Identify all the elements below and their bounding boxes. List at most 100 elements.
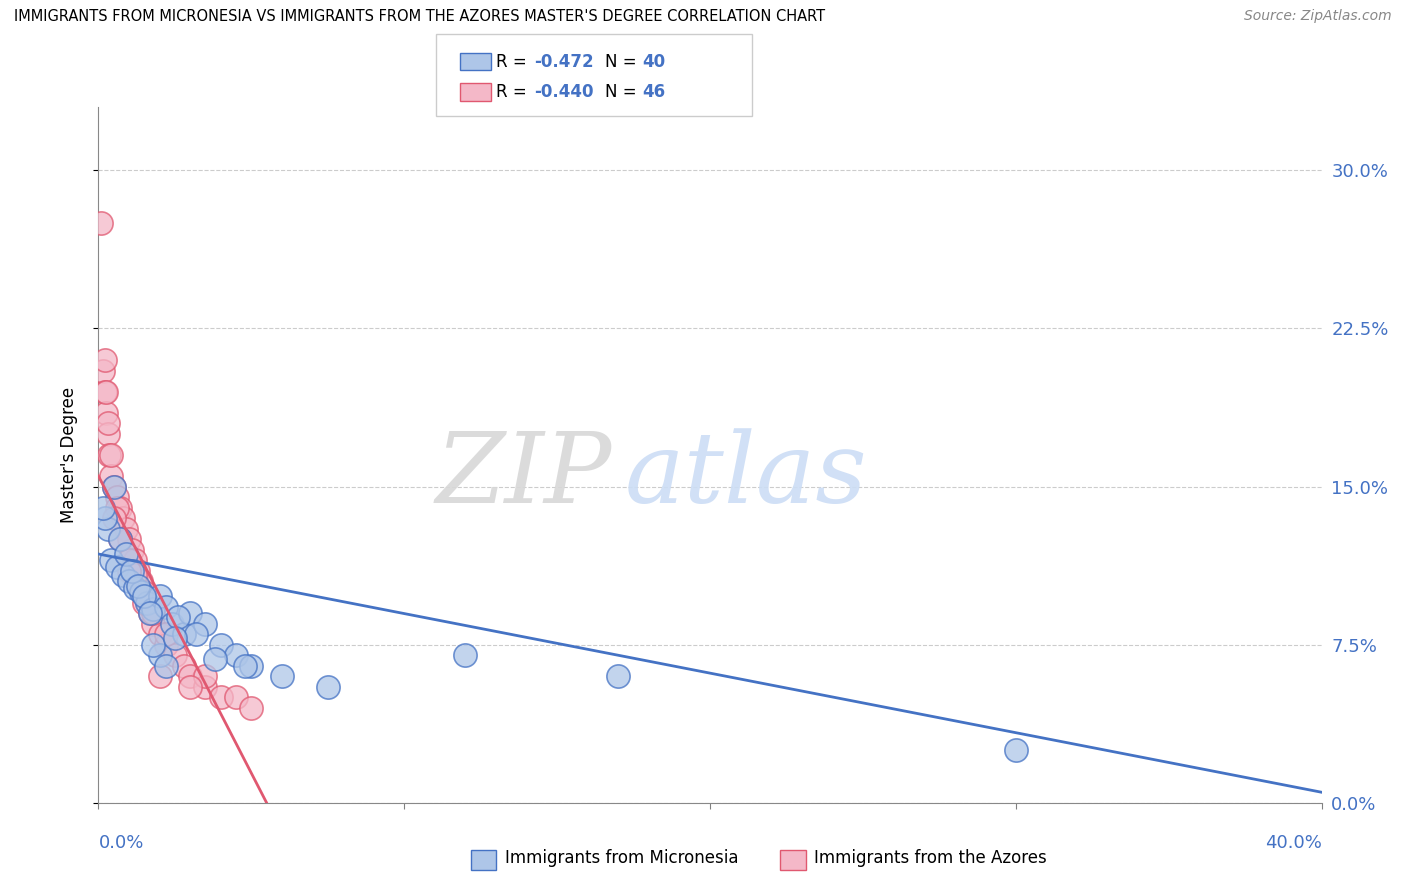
Point <box>111 568 134 582</box>
Text: IMMIGRANTS FROM MICRONESIA VS IMMIGRANTS FROM THE AZORES MASTER'S DEGREE CORRELA: IMMIGRANTS FROM MICRONESIA VS IMMIGRANTS… <box>14 9 825 24</box>
Point <box>136 595 159 609</box>
Point <box>155 627 177 641</box>
Point <box>167 610 190 624</box>
Point <box>155 599 177 614</box>
Point <box>173 658 195 673</box>
Point <box>149 669 172 683</box>
Point <box>204 652 226 666</box>
Text: atlas: atlas <box>624 428 868 524</box>
Point <box>103 479 125 493</box>
Point <box>225 690 247 705</box>
Point <box>209 638 232 652</box>
Text: -0.472: -0.472 <box>534 53 593 70</box>
Point <box>149 589 172 603</box>
Point <box>194 680 217 694</box>
Point <box>118 574 141 589</box>
Point <box>93 511 115 525</box>
Point <box>105 490 128 504</box>
Text: N =: N = <box>605 53 641 70</box>
Text: R =: R = <box>496 53 533 70</box>
Point <box>91 363 114 377</box>
Point <box>100 553 122 567</box>
Point <box>118 564 141 578</box>
Point <box>209 690 232 705</box>
Point <box>103 479 125 493</box>
Point <box>240 658 263 673</box>
Text: Immigrants from Micronesia: Immigrants from Micronesia <box>505 849 738 867</box>
Point <box>139 606 162 620</box>
Point <box>240 701 263 715</box>
Y-axis label: Master's Degree: Master's Degree <box>59 387 77 523</box>
Point <box>134 589 156 603</box>
Point <box>105 500 128 515</box>
Point <box>118 553 141 567</box>
Point <box>1004 743 1026 757</box>
Point <box>90 216 112 230</box>
Text: 0.0%: 0.0% <box>98 834 143 852</box>
Point <box>160 616 183 631</box>
Point <box>93 353 115 368</box>
Point <box>100 448 122 462</box>
Point <box>97 417 120 431</box>
Point <box>186 627 208 641</box>
Point <box>105 559 128 574</box>
Text: ZIP: ZIP <box>436 428 612 524</box>
Point <box>155 658 177 673</box>
Point <box>91 500 114 515</box>
Point <box>103 511 125 525</box>
Text: 46: 46 <box>643 83 665 101</box>
Point <box>134 595 156 609</box>
Point <box>136 595 159 609</box>
Text: 40.0%: 40.0% <box>1265 834 1322 852</box>
Point <box>111 511 134 525</box>
Text: -0.440: -0.440 <box>534 83 593 101</box>
Point <box>97 522 120 536</box>
Point <box>118 533 141 547</box>
Point <box>134 585 156 599</box>
Text: 40: 40 <box>643 53 665 70</box>
Point <box>97 426 120 441</box>
Point <box>127 564 149 578</box>
Point <box>316 680 339 694</box>
Point <box>173 627 195 641</box>
Point <box>149 627 172 641</box>
Point <box>142 602 165 616</box>
Point <box>142 638 165 652</box>
Point <box>129 585 152 599</box>
Point <box>108 533 131 547</box>
Point <box>225 648 247 663</box>
Point <box>121 564 143 578</box>
Point <box>127 579 149 593</box>
Point <box>100 469 122 483</box>
Point <box>270 669 294 683</box>
Point <box>179 680 201 694</box>
Point <box>163 648 186 663</box>
Point <box>194 616 217 631</box>
Point <box>607 669 630 683</box>
Point <box>108 500 131 515</box>
Point <box>163 632 186 646</box>
Point <box>194 669 217 683</box>
Point <box>124 568 146 582</box>
Point <box>93 384 115 399</box>
Point <box>139 606 162 620</box>
Point <box>179 669 201 683</box>
Point <box>98 448 121 462</box>
Point <box>129 574 152 589</box>
Text: N =: N = <box>605 83 641 101</box>
Point <box>124 553 146 567</box>
Text: Immigrants from the Azores: Immigrants from the Azores <box>814 849 1047 867</box>
Point <box>94 406 117 420</box>
Point <box>124 581 146 595</box>
Point <box>108 533 131 547</box>
Point <box>233 658 256 673</box>
Point <box>454 648 477 663</box>
Text: Source: ZipAtlas.com: Source: ZipAtlas.com <box>1244 9 1392 23</box>
Point <box>142 616 165 631</box>
Point <box>142 606 165 620</box>
Point <box>155 638 177 652</box>
Point <box>179 606 201 620</box>
Point <box>149 648 172 663</box>
Point <box>115 547 138 561</box>
Point <box>94 384 117 399</box>
